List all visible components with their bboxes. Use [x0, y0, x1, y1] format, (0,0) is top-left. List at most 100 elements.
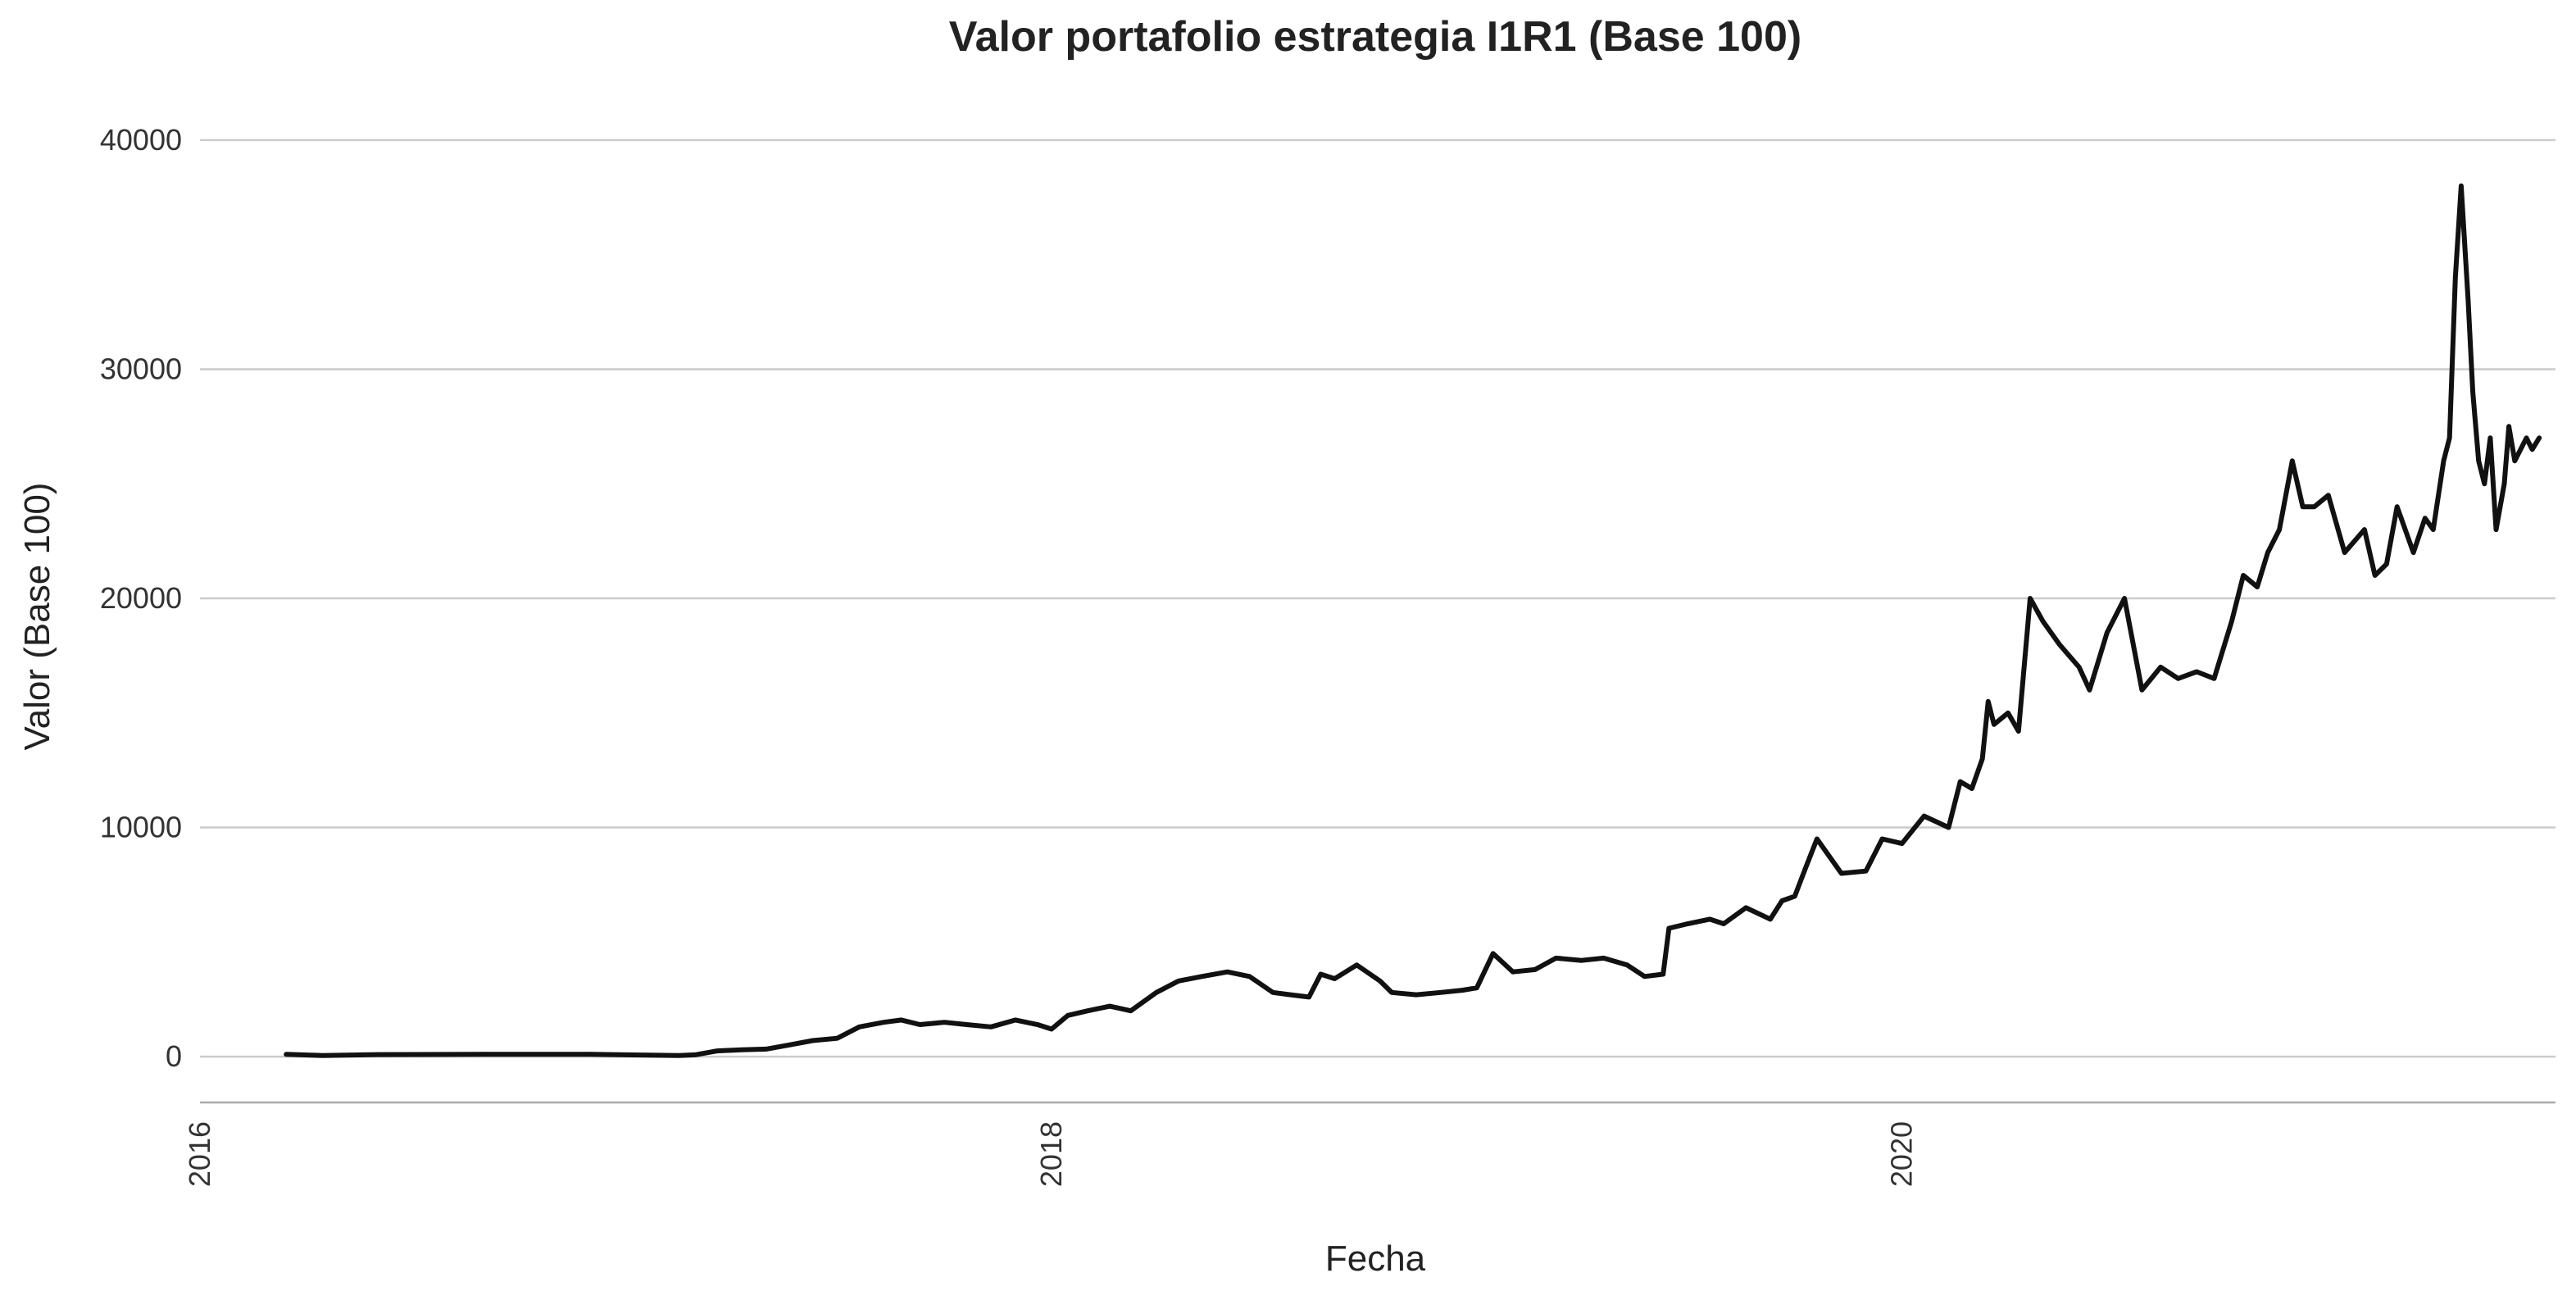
data-point — [588, 1052, 593, 1057]
data-point — [2482, 481, 2487, 486]
data-point — [2470, 389, 2475, 394]
data-point — [2265, 550, 2270, 555]
data-point — [2459, 184, 2464, 189]
data-point — [1743, 905, 1748, 910]
x-tick-label: 2020 — [1885, 1121, 1919, 1187]
data-point — [1378, 979, 1383, 984]
data-point — [1900, 841, 1905, 846]
data-point — [2028, 596, 2033, 601]
data-point — [2537, 435, 2542, 440]
data-point — [1554, 956, 1558, 961]
data-point — [1992, 722, 1997, 727]
data-point — [1270, 990, 1275, 995]
data-point — [964, 1022, 969, 1027]
data-point — [1085, 1008, 1090, 1013]
data-point — [881, 1020, 886, 1025]
data-point — [375, 1052, 379, 1057]
data-point — [2423, 516, 2428, 520]
data-point — [2290, 458, 2295, 463]
x-axis-label: Fecha — [1325, 1239, 1426, 1279]
data-point — [1986, 699, 1991, 704]
data-point — [1880, 837, 1884, 841]
data-point — [676, 1053, 681, 1058]
data-point — [1474, 985, 1479, 990]
data-point — [2502, 481, 2506, 486]
data-point — [1065, 1013, 1070, 1018]
data-point — [899, 1017, 904, 1022]
data-point — [1666, 926, 1671, 930]
data-point — [2229, 619, 2234, 624]
axes: 0 10000 20000 30000 40000 2016 2018 2020 — [100, 123, 2556, 1187]
series-layer — [284, 183, 2542, 1058]
data-point — [2077, 665, 2082, 670]
data-point — [2139, 688, 2144, 693]
data-point — [1803, 866, 1808, 871]
data-point — [1013, 1017, 1018, 1022]
data-point — [739, 1048, 744, 1052]
data-point — [1199, 974, 1204, 979]
data-point — [1815, 837, 1820, 841]
data-point — [2122, 596, 2127, 601]
data-point — [1922, 814, 1927, 819]
data-point — [2158, 665, 2163, 670]
data-point — [2395, 504, 2400, 509]
data-point — [2342, 550, 2347, 555]
data-point — [2506, 424, 2511, 429]
data-point — [2362, 527, 2367, 532]
y-axis-label: Valor (Base 100) — [17, 483, 57, 751]
y-tick-label: 10000 — [100, 811, 182, 844]
data-point — [1624, 962, 1629, 967]
data-point — [2476, 458, 2481, 463]
data-point — [2241, 573, 2246, 578]
data-point — [2524, 435, 2528, 440]
data-point — [2212, 676, 2216, 681]
data-point — [1792, 893, 1797, 898]
data-point — [1579, 958, 1584, 963]
data-point — [988, 1025, 993, 1030]
data-point — [1707, 916, 1712, 921]
data-point — [2465, 298, 2470, 303]
data-point — [2384, 561, 2389, 566]
data-point — [1176, 979, 1181, 984]
data-point — [1461, 988, 1465, 993]
data-point — [1129, 1008, 1134, 1013]
data-point — [857, 1025, 861, 1030]
data-point — [2016, 729, 2021, 734]
data-point — [2373, 573, 2378, 578]
data-point — [1414, 993, 1419, 998]
data-point — [1107, 1004, 1112, 1009]
data-point — [2530, 447, 2535, 452]
data-point — [715, 1048, 720, 1053]
data-point — [1288, 993, 1293, 998]
data-point — [1332, 976, 1337, 981]
data-point — [1768, 916, 1773, 921]
data-point — [2487, 435, 2492, 440]
data-point — [2431, 527, 2436, 532]
data-point — [942, 1020, 947, 1025]
data-point — [1958, 780, 1963, 784]
data-point — [2006, 711, 2010, 716]
data-point — [2057, 642, 2061, 647]
y-tick-label: 30000 — [100, 352, 182, 385]
data-point — [2194, 670, 2199, 674]
data-point — [1864, 869, 1869, 874]
data-point — [1247, 974, 1252, 979]
data-point — [2105, 630, 2110, 635]
data-point — [693, 1052, 697, 1057]
data-point — [1318, 972, 1323, 976]
data-point — [1779, 898, 1784, 903]
data-point — [1661, 972, 1665, 976]
data-point — [1685, 921, 1690, 926]
data-point — [1969, 786, 1974, 791]
data-point — [786, 1043, 791, 1048]
data-point — [2411, 550, 2416, 555]
data-point — [1721, 921, 1726, 926]
data-point — [2326, 493, 2331, 498]
data-point — [1225, 970, 1230, 975]
data-point — [2277, 527, 2282, 532]
chart-title: Valor portafolio estrategia I1R1 (Base 1… — [949, 13, 1801, 61]
data-point — [1035, 1022, 1040, 1027]
data-point — [1049, 1027, 1054, 1031]
